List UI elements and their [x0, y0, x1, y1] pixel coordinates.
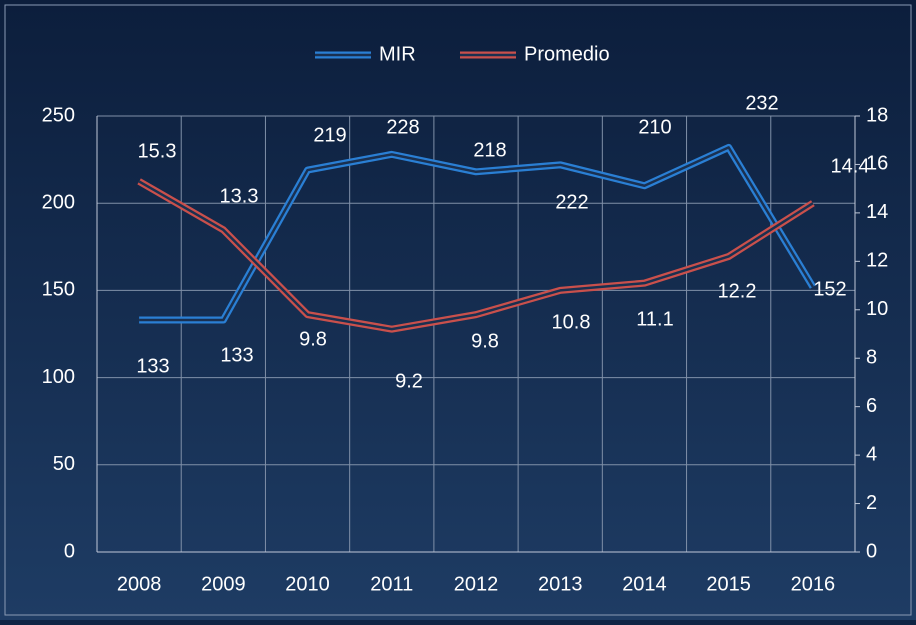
data-label: 218	[473, 139, 506, 161]
data-label: 9.8	[299, 328, 327, 350]
y-tick-label: 50	[53, 453, 75, 475]
x-tick-label: 2011	[370, 573, 413, 595]
x-tick-label: 2015	[706, 573, 751, 595]
y2-tick-label: 18	[866, 104, 888, 126]
legend-label: Promedio	[524, 43, 610, 65]
x-tick-label: 2014	[622, 573, 667, 595]
data-label: 9.2	[395, 370, 423, 392]
y2-tick-label: 4	[866, 443, 877, 465]
data-label: 133	[136, 355, 169, 377]
y-tick-label: 150	[42, 279, 75, 301]
x-tick-label: 2012	[454, 573, 499, 595]
x-tick-label: 2009	[201, 573, 246, 595]
y2-tick-label: 14	[866, 201, 888, 223]
data-label: 219	[313, 124, 346, 146]
x-tick-label: 2016	[791, 573, 836, 595]
data-label: 15.3	[138, 140, 177, 162]
y-tick-label: 200	[42, 191, 75, 213]
data-label: 13.3	[220, 185, 259, 207]
y2-tick-label: 8	[866, 347, 877, 369]
data-label: 210	[638, 116, 671, 138]
data-label: 12.2	[718, 280, 757, 302]
line	[138, 180, 814, 331]
y2-tick-label: 2	[866, 492, 877, 514]
y2-tick-label: 10	[866, 298, 888, 320]
frame	[4, 4, 912, 616]
y-tick-label: 250	[42, 104, 75, 126]
data-label: 10.8	[552, 311, 591, 333]
y2-tick-label: 0	[866, 540, 877, 562]
data-label: 228	[386, 116, 419, 138]
data-label: 133	[220, 344, 253, 366]
data-label: 222	[555, 191, 588, 213]
x-tick-label: 2013	[538, 573, 583, 595]
y2-tick-label: 12	[866, 250, 888, 272]
y-tick-label: 0	[64, 540, 75, 562]
line	[139, 146, 814, 322]
y2-tick-label: 6	[866, 395, 877, 417]
data-label: 14.4	[831, 155, 870, 177]
data-label: 152	[813, 278, 846, 300]
y-tick-label: 100	[42, 366, 75, 388]
x-tick-label: 2010	[285, 573, 330, 595]
data-label: 9.8	[471, 330, 499, 352]
legend-label: MIR	[379, 43, 416, 65]
y2-tick-label: 16	[866, 153, 888, 175]
data-label: 11.1	[636, 308, 673, 330]
data-label: 232	[745, 92, 778, 114]
x-tick-label: 2008	[117, 573, 162, 595]
